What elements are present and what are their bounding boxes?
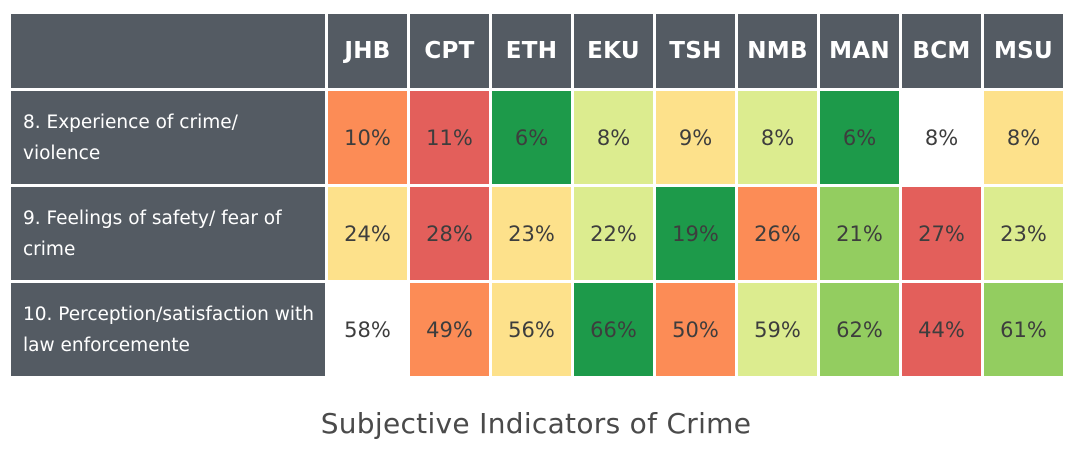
heatmap-cell: 11% [410,91,489,184]
heatmap-cell: 8% [738,91,817,184]
table-row-experience: 8. Experience of crime/ violence 10% 11%… [11,91,1063,184]
col-header-eth: ETH [492,14,571,88]
heatmap-cell: 23% [492,187,571,280]
heatmap-cell: 6% [820,91,899,184]
heatmap-cell: 8% [984,91,1063,184]
row-label-text: 10. Perception/satisfaction with law enf… [23,303,314,356]
col-header-msu: MSU [984,14,1063,88]
heatmap-cell: 62% [820,283,899,376]
chart-title: Subjective Indicators of Crime [320,407,752,440]
heatmap-cell: 22% [574,187,653,280]
header-corner [11,14,325,88]
heatmap-cell: 21% [820,187,899,280]
row-label: 9. Feelings of safety/ fear of crime [11,187,325,280]
heatmap-cell: 56% [492,283,571,376]
heatmap-cell: 58% [328,283,407,376]
col-header-jhb: JHB [328,14,407,88]
header-row: JHB CPT ETH EKU TSH NMB MAN BCM MSU [11,14,1063,88]
heatmap-cell: 6% [492,91,571,184]
table-row-safety: 9. Feelings of safety/ fear of crime 24%… [11,187,1063,280]
heatmap-cell: 23% [984,187,1063,280]
heatmap-cell: 44% [902,283,981,376]
heatmap-cell: 8% [574,91,653,184]
heatmap-table: JHB CPT ETH EKU TSH NMB MAN BCM MSU 8. E… [11,14,1068,381]
row-label-text: 9. Feelings of safety/ fear of crime [23,207,282,260]
table-row-law-enforcement: 10. Perception/satisfaction with law enf… [11,283,1063,376]
col-header-man: MAN [820,14,899,88]
col-header-tsh: TSH [656,14,735,88]
row-label: 10. Perception/satisfaction with law enf… [11,283,325,376]
col-header-eku: EKU [574,14,653,88]
heatmap-cell: 8% [902,91,981,184]
col-header-cpt: CPT [410,14,489,88]
heatmap-cell: 19% [656,187,735,280]
heatmap-cell: 61% [984,283,1063,376]
col-header-bcm: BCM [902,14,981,88]
heatmap-cell: 59% [738,283,817,376]
heatmap-cell: 26% [738,187,817,280]
heatmap-cell: 9% [656,91,735,184]
heatmap-cell: 27% [902,187,981,280]
heatmap-cell: 66% [574,283,653,376]
row-label-text: 8. Experience of crime/ violence [23,111,238,164]
heatmap-cell: 10% [328,91,407,184]
heatmap-cell: 49% [410,283,489,376]
heatmap-cell: 24% [328,187,407,280]
heatmap-cell: 28% [410,187,489,280]
row-label: 8. Experience of crime/ violence [11,91,325,184]
heatmap-cell: 50% [656,283,735,376]
col-header-nmb: NMB [738,14,817,88]
